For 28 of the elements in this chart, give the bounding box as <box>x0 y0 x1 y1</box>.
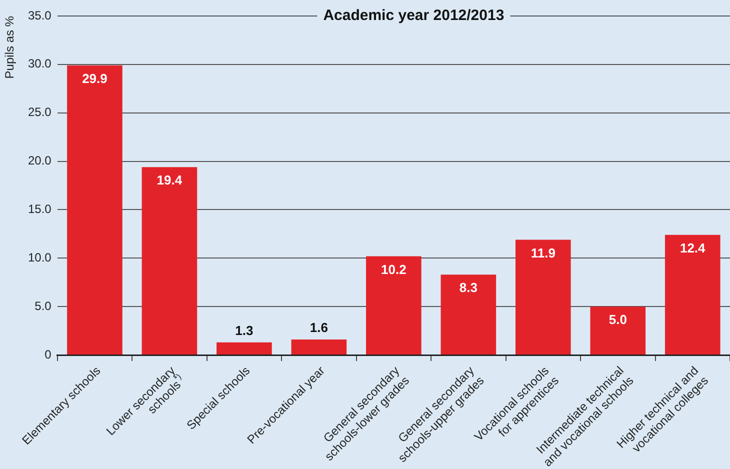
y-tick-label: 10.0 <box>28 250 52 264</box>
data-label: 19.4 <box>156 172 183 188</box>
bar <box>664 234 720 354</box>
data-label: 29.9 <box>82 70 108 86</box>
y-tick-label: 15.0 <box>28 202 52 216</box>
data-label: 1.3 <box>235 322 254 338</box>
y-tick-label: 5.0 <box>34 298 52 313</box>
data-label: 10.2 <box>381 262 406 277</box>
bar <box>67 65 122 354</box>
bar <box>216 342 272 354</box>
y-tick-label: 35.0 <box>28 8 52 22</box>
bar <box>440 274 496 354</box>
chart-title: Academic year 2012/2013 <box>323 7 504 24</box>
y-tick-label: 20.0 <box>28 154 52 168</box>
y-tick-label: 0 <box>44 347 52 362</box>
data-label: 1.6 <box>310 320 328 336</box>
data-label: 8.3 <box>459 280 478 296</box>
y-tick-label: 25.0 <box>28 105 52 120</box>
data-label: 11.9 <box>530 245 556 260</box>
bar <box>291 340 347 354</box>
bar <box>516 240 571 354</box>
y-axis-title: Pupils as % <box>2 16 16 79</box>
bar <box>142 167 198 354</box>
bar <box>590 306 646 354</box>
data-label: 12.4 <box>680 240 706 256</box>
y-tick-label: 30.0 <box>28 56 52 71</box>
data-label: 5.0 <box>608 312 627 328</box>
bar <box>366 256 422 354</box>
